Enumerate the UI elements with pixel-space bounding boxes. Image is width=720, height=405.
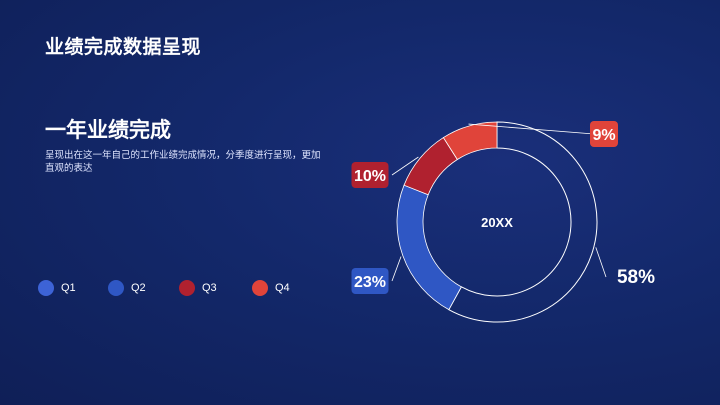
legend-swatch-q1 (38, 280, 54, 296)
value-label-box-q4 (590, 121, 618, 147)
leader-line-q4 (468, 123, 595, 135)
legend-label-q3: Q3 (202, 282, 217, 294)
slide-title: 业绩完成数据呈现 (45, 37, 202, 58)
donut-slice-q4 (442, 121, 498, 161)
leader-line-q3 (391, 156, 419, 176)
value-label-q1: 58% (617, 267, 655, 288)
donut-slice-q1 (448, 121, 598, 323)
legend-swatch-q2 (108, 280, 124, 296)
leader-line-q1 (595, 247, 607, 278)
legend-swatch-q4 (252, 280, 268, 296)
legend-swatch-q3 (179, 280, 195, 296)
legend-label-q4: Q4 (275, 282, 290, 294)
value-label-q4: 9% (592, 127, 615, 144)
value-label-box-q2 (351, 268, 389, 294)
description-text: 呈现出在这一年自己的工作业绩完成情况，分季度进行呈现，更加直观的表达 (45, 150, 321, 174)
legend-item-q3: Q3 (179, 279, 217, 297)
legend-item-q1: Q1 (38, 279, 76, 297)
section-title: 一年业绩完成 (45, 119, 171, 142)
leader-line-q2 (391, 256, 402, 282)
donut-slice-q2 (396, 184, 462, 311)
legend-item-q4: Q4 (252, 279, 290, 297)
legend-label-q1: Q1 (61, 282, 76, 294)
legend-item-q2: Q2 (108, 279, 146, 297)
value-label-q3: 10% (354, 168, 386, 185)
legend-label-q2: Q2 (131, 282, 146, 294)
donut-center-label: 20XX (481, 215, 513, 230)
value-label-box-q3 (351, 162, 389, 188)
value-label-q2: 23% (354, 274, 386, 291)
